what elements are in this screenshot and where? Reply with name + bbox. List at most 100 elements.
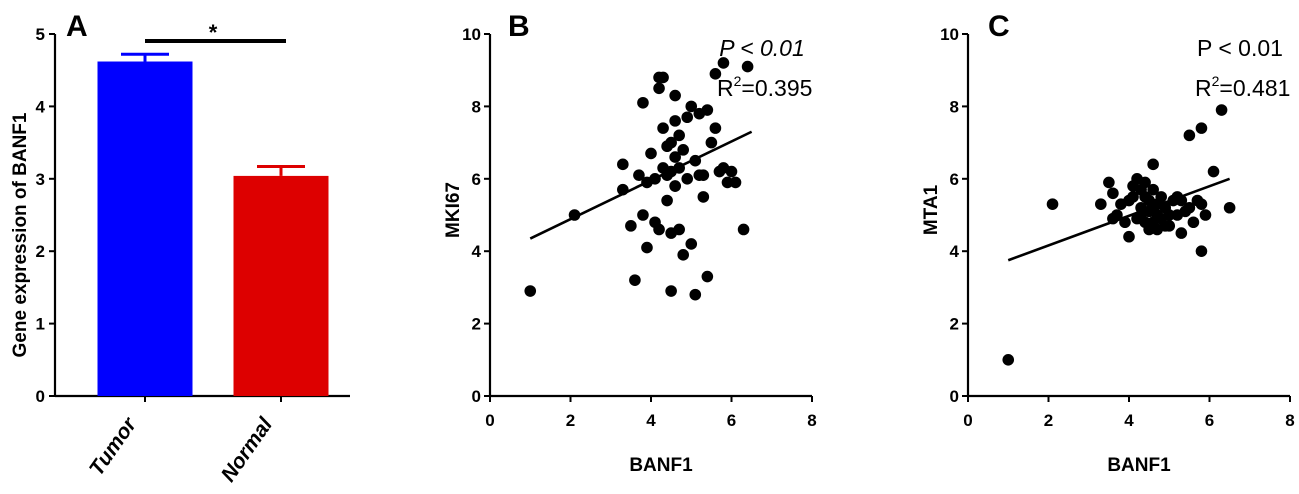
x-tick-label: 6	[727, 411, 736, 430]
panel-letter-b: B	[508, 10, 530, 43]
panel-c: C 0 2 4 6 8 10 0 2 4 6 8 BANF1 MTA1 P < 0.01 R2=0.481	[921, 10, 1295, 476]
data-point	[1199, 209, 1212, 221]
y-tick-label: 6	[472, 170, 481, 189]
x-tick-label: 4	[1124, 411, 1134, 430]
data-point	[649, 216, 661, 229]
x-tick-label: 4	[646, 411, 656, 430]
data-point	[1139, 176, 1151, 189]
x-tick-label: 0	[485, 411, 494, 430]
data-point	[1183, 129, 1196, 142]
y-tick-label: 0	[36, 387, 45, 406]
y-tick-label: 3	[36, 170, 45, 189]
y-tick-label: 4	[36, 97, 46, 116]
data-point	[697, 191, 710, 203]
bar-tumor	[97, 61, 193, 397]
data-point	[705, 136, 718, 149]
data-point	[665, 136, 677, 149]
data-point	[568, 209, 581, 221]
data-point	[669, 89, 681, 102]
data-point	[1119, 216, 1131, 229]
data-point	[1163, 209, 1176, 221]
data-point	[1207, 165, 1220, 178]
p-value-label: P < 0.01	[719, 35, 804, 61]
y-tick-label: 10	[462, 25, 481, 44]
x-tick-label: 6	[1205, 411, 1214, 430]
y-tick-label: 2	[950, 315, 959, 334]
x-tick-label: 8	[807, 411, 816, 430]
panel-letter-c: C	[988, 10, 1010, 43]
data-point	[633, 169, 645, 181]
x-tick-label: 2	[1044, 411, 1053, 430]
y-tick-label: 8	[472, 97, 481, 116]
y-tick-label: 1	[36, 315, 45, 334]
data-point	[1111, 209, 1123, 221]
y-axis-title: Gene expression of BANF1	[10, 112, 31, 357]
data-point	[673, 129, 685, 142]
data-point	[1046, 198, 1059, 210]
r-squared-label: R2=0.395	[717, 73, 812, 101]
data-point	[1187, 216, 1200, 229]
y-tick-label: 2	[36, 242, 45, 261]
data-point	[693, 169, 706, 181]
data-point	[689, 288, 702, 301]
data-point	[1147, 183, 1159, 196]
data-point	[689, 154, 702, 167]
data-point	[665, 285, 677, 297]
data-point	[1195, 122, 1208, 134]
data-point	[709, 122, 722, 134]
data-point	[725, 165, 738, 178]
data-point	[1147, 158, 1159, 171]
data-point	[1002, 354, 1015, 366]
data-point	[649, 173, 661, 185]
data-point	[673, 162, 685, 174]
data-point	[1195, 198, 1208, 210]
category-label-tumor: Tumor	[85, 412, 142, 480]
x-tick-label: 8	[1285, 411, 1294, 430]
data-point	[1107, 187, 1119, 200]
x-tick-label: 0	[963, 411, 972, 430]
data-point	[1127, 191, 1139, 203]
data-point	[637, 96, 649, 109]
bar-normal	[233, 175, 329, 396]
y-axis-title: MTA1	[921, 184, 942, 235]
y-tick-label: 4	[472, 242, 482, 261]
data-point	[681, 173, 694, 185]
data-point	[617, 158, 629, 171]
r-squared-label: R2=0.481	[1195, 73, 1290, 101]
y-tick-label: 0	[472, 387, 481, 406]
data-point	[625, 220, 637, 232]
data-point	[737, 223, 750, 236]
data-point	[524, 285, 537, 297]
data-point	[685, 100, 698, 113]
data-point	[641, 241, 653, 254]
y-tick-label: 0	[950, 387, 959, 406]
panel-a: A 0 1 2 3 4 5 Gene expression of BANF1 Tumor Norm…	[10, 10, 350, 486]
y-tick-label: 4	[950, 242, 960, 261]
data-point	[1147, 216, 1159, 229]
data-point	[669, 151, 681, 163]
y-tick-label: 5	[36, 25, 45, 44]
y-axis-title: MKI67	[443, 182, 464, 238]
data-point	[1223, 201, 1236, 214]
data-point	[1103, 176, 1115, 189]
y-tick-label: 8	[950, 97, 959, 116]
data-point	[677, 249, 689, 261]
data-point	[729, 176, 742, 189]
data-point	[1175, 227, 1188, 239]
data-point	[701, 270, 714, 283]
data-point	[701, 104, 714, 116]
data-point	[669, 180, 681, 192]
data-point	[677, 144, 689, 156]
data-point	[637, 209, 649, 221]
data-point	[1195, 245, 1208, 257]
data-point	[669, 115, 681, 127]
data-point	[645, 147, 657, 160]
y-tick-label: 2	[472, 315, 481, 334]
p-value-label: P < 0.01	[1197, 35, 1283, 61]
regression-line	[529, 130, 753, 240]
data-point	[629, 274, 641, 286]
x-axis-title: BANF1	[629, 455, 693, 476]
significance-star: *	[209, 20, 218, 45]
data-point	[1123, 230, 1135, 243]
